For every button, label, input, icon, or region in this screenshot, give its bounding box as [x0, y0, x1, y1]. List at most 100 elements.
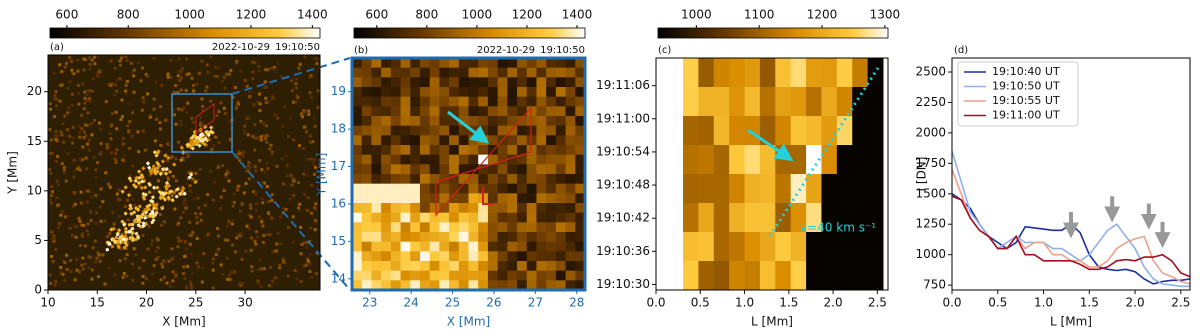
blob — [179, 145, 184, 150]
noise — [82, 107, 86, 111]
pixel — [361, 241, 372, 252]
noise — [83, 90, 87, 94]
noise — [247, 116, 251, 120]
noise — [97, 275, 101, 279]
pixel — [536, 183, 547, 194]
noise — [80, 127, 84, 131]
noise — [82, 57, 86, 61]
noise — [299, 280, 303, 284]
noise — [237, 150, 241, 154]
noise — [189, 128, 193, 132]
noise — [113, 66, 117, 70]
pixel — [410, 116, 421, 127]
noise — [304, 263, 308, 267]
pixel — [478, 77, 489, 88]
noise — [216, 165, 220, 169]
noise — [310, 183, 314, 187]
noise — [298, 209, 302, 213]
pixel — [371, 87, 382, 98]
noise — [127, 102, 131, 106]
pixel — [410, 232, 421, 243]
pixel — [775, 87, 792, 117]
noise — [237, 158, 241, 162]
pixel — [759, 232, 776, 262]
pixel — [546, 58, 557, 69]
pixel — [546, 183, 557, 194]
noise — [183, 198, 187, 202]
noise — [97, 121, 101, 125]
pixel — [821, 261, 838, 291]
noise — [118, 59, 122, 63]
pixel — [507, 135, 518, 146]
pixel — [429, 106, 440, 117]
pixel — [790, 232, 807, 262]
pixel — [352, 164, 363, 175]
pixel — [352, 174, 363, 185]
blob — [134, 176, 139, 181]
noise — [70, 233, 74, 237]
noise — [151, 239, 155, 243]
pixel — [775, 174, 792, 204]
pixel — [821, 145, 838, 175]
noise — [161, 170, 165, 174]
plot-frame — [951, 57, 1191, 291]
pixel — [565, 135, 576, 146]
noise — [49, 171, 53, 175]
pixel — [565, 251, 576, 262]
noise — [308, 262, 312, 266]
noise — [113, 157, 117, 161]
pixel — [381, 193, 392, 204]
pixel — [352, 203, 363, 214]
noise — [270, 193, 274, 197]
pixel — [371, 261, 382, 272]
noise — [137, 266, 141, 270]
noise — [109, 83, 113, 87]
noise — [195, 82, 199, 86]
blob — [141, 195, 146, 200]
pixel — [497, 241, 508, 252]
noise — [308, 91, 312, 95]
pixel — [371, 270, 382, 281]
noise — [53, 93, 57, 97]
noise — [141, 66, 145, 70]
blob — [181, 185, 186, 191]
pixel — [507, 154, 518, 165]
noise — [90, 122, 94, 126]
pixel — [775, 203, 792, 233]
pixel — [698, 87, 715, 117]
pixel — [400, 222, 411, 233]
noise — [160, 83, 164, 87]
noise — [126, 218, 130, 222]
pixel — [381, 58, 392, 69]
pixel — [458, 174, 469, 185]
pixel — [565, 232, 576, 243]
pixel — [487, 154, 499, 165]
noise — [108, 231, 112, 235]
noise — [225, 168, 229, 172]
noise — [238, 152, 242, 156]
pixel — [555, 77, 567, 88]
pixel — [410, 241, 421, 252]
pixel — [352, 58, 363, 69]
noise — [169, 144, 173, 148]
noise — [48, 128, 52, 132]
noise — [265, 185, 269, 189]
blob — [191, 141, 197, 146]
pixel — [352, 280, 363, 291]
pixel — [744, 203, 761, 233]
pixel — [729, 261, 746, 291]
blob — [203, 129, 209, 135]
pixel — [713, 232, 730, 262]
noise — [63, 278, 67, 282]
noise — [296, 181, 300, 185]
pixel — [400, 87, 411, 98]
x-tick-label: 2.0 — [824, 296, 843, 310]
pixel — [381, 174, 392, 185]
pixel — [400, 241, 411, 252]
pixel — [449, 116, 460, 127]
pixel — [419, 241, 431, 252]
pixel — [536, 87, 547, 98]
noise — [227, 218, 231, 222]
noise — [131, 197, 135, 201]
noise — [259, 138, 263, 142]
